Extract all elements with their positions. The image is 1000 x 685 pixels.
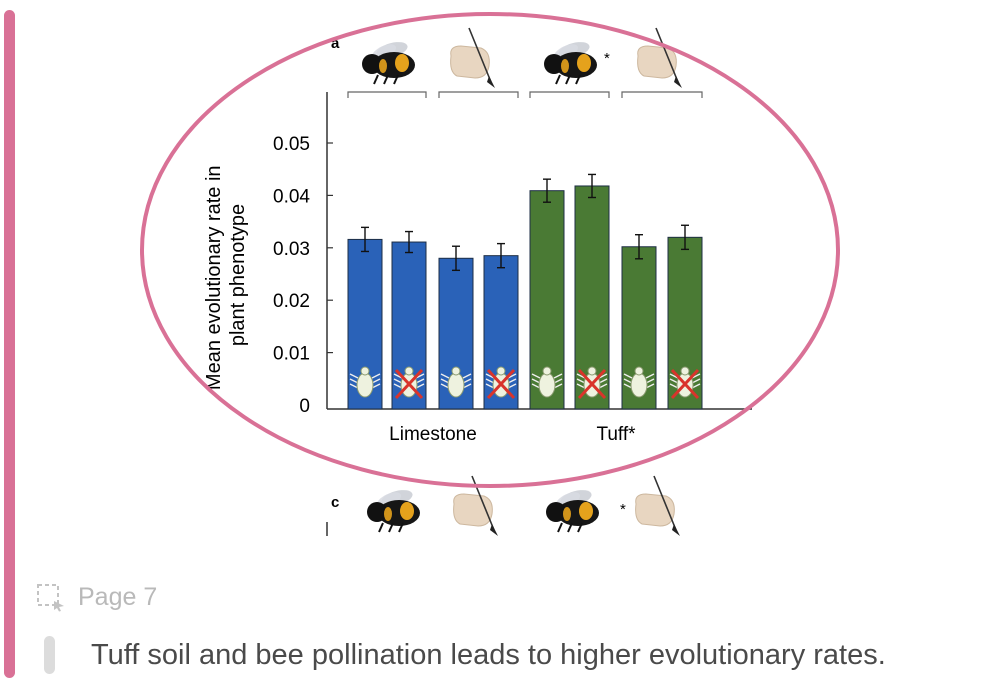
hand-brush-icon — [635, 475, 680, 536]
selection-icon — [37, 584, 64, 612]
hand-brush-icon — [453, 475, 498, 536]
error-bar — [588, 173, 596, 199]
error-bar — [681, 224, 689, 251]
aphid-icon — [349, 366, 381, 398]
x-group-labels: Limestone Tuff* — [389, 424, 636, 445]
chart-figure: a * 0 0.01 0.02 0.03 0.04 0.05 Limestone Tuff*… — [140, 12, 840, 536]
next-panel-preview: c * — [326, 475, 680, 536]
y-tick-label: 0 — [299, 396, 310, 417]
y-tick-label: 0.02 — [273, 291, 310, 312]
y-axis-label: Mean evolutionary rate in plant phenotyp… — [203, 160, 249, 390]
aphid-crossed-icon — [576, 366, 608, 400]
pollinator-header-row: * — [362, 27, 682, 88]
annotation-ellipse — [140, 12, 840, 488]
panel-label: a — [331, 35, 340, 52]
error-bar — [361, 226, 369, 253]
note-text[interactable]: Tuff soil and bee pollination leads to h… — [91, 638, 886, 671]
note-row: Tuff soil and bee pollination leads to h… — [44, 636, 886, 674]
error-bar — [452, 245, 460, 272]
error-bar — [635, 233, 643, 260]
note-drag-handle[interactable] — [44, 636, 55, 674]
treatment-bracket — [347, 91, 427, 98]
treatment-bracket — [621, 91, 703, 98]
aphid-crossed-icon — [669, 366, 701, 400]
y-tick-label: 0.04 — [273, 186, 310, 207]
bar-series — [347, 173, 703, 410]
page-label: Page 7 — [78, 582, 158, 611]
treatment-bracket — [438, 91, 519, 98]
aphid-icon — [531, 366, 563, 398]
bumblebee-icon — [367, 490, 420, 533]
x-group-label: Limestone — [389, 424, 477, 445]
error-bar — [497, 242, 505, 269]
significance-star: * — [604, 50, 610, 67]
treatment-brackets — [347, 91, 703, 98]
aphid-crossed-icon — [393, 366, 425, 400]
error-bar — [405, 230, 413, 254]
bumblebee-icon — [546, 490, 599, 533]
hand-brush-icon — [450, 27, 495, 88]
y-tick-label: 0.05 — [273, 134, 310, 155]
next-panel-label: c — [331, 494, 339, 511]
hand-brush-icon — [637, 27, 682, 88]
aphid-icon — [440, 366, 472, 398]
y-tick-label: 0.03 — [273, 239, 310, 260]
error-bar — [543, 178, 551, 203]
page-reference[interactable]: Page 7 — [36, 582, 157, 612]
next-panel-star: * — [620, 501, 626, 518]
bumblebee-icon — [362, 42, 415, 85]
aphid-crossed-icon — [485, 366, 517, 400]
bumblebee-icon — [544, 42, 597, 85]
x-group-label: Tuff* — [596, 424, 636, 445]
treatment-bracket — [529, 91, 610, 98]
aphid-icon — [623, 366, 655, 398]
footer-area: Page 7 Tuff soil and bee pollination lea… — [0, 570, 1000, 685]
y-tick-label: 0.01 — [273, 344, 310, 365]
annotation-margin-bar — [4, 10, 15, 678]
